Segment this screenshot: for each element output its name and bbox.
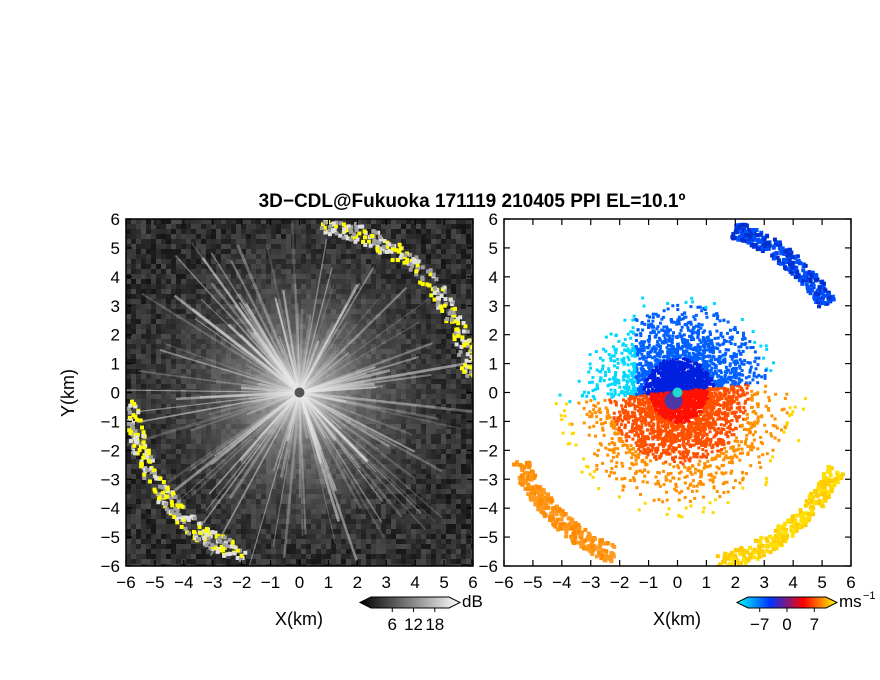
colorbar-unit: ms [839,592,862,611]
x-tick-label: −1 [639,573,658,592]
y-tick-label: −4 [101,499,120,518]
colorbar-ramp [735,596,839,609]
y-tick-label: −4 [479,499,498,518]
reflectivity-field [126,219,473,566]
x-tick-label: −5 [145,573,164,592]
x-tick-label: 2 [353,573,362,592]
x-tick-label: 5 [439,573,448,592]
velocity-colorbar: −7 0 7 ms −1 [735,590,876,634]
colorbar-tick-label: −7 [750,615,769,634]
x-tick-label: 4 [788,573,797,592]
y-tick-label: −3 [101,470,120,489]
y-tick-label: −5 [101,528,120,547]
x-tick-label: 5 [817,573,826,592]
x-tick-label: 1 [702,573,711,592]
y-tick-label: −6 [479,557,498,576]
colorbar-tick-label: 12 [404,615,423,634]
y-tick-label: 4 [489,268,498,287]
y-tick-label: 2 [489,326,498,345]
colorbar-tick-label: 18 [425,615,444,634]
reflectivity-colorbar: 6 12 18 dB [358,592,483,634]
y-tick-label: 0 [489,384,498,403]
y-tick-label: 6 [111,210,120,229]
x-tick-label: 4 [410,573,419,592]
x-tick-label: 3 [382,573,391,592]
y-tick-label: 0 [111,384,120,403]
y-tick-label: −6 [101,557,120,576]
x-axis-label-left: X(km) [275,609,323,629]
x-tick-label: 3 [760,573,769,592]
y-tick-label: −1 [479,412,498,431]
y-tick-label: −1 [101,412,120,431]
x-tick-label: 2 [731,573,740,592]
colorbar-tick-label: 7 [810,615,819,634]
y-tick-label: 6 [489,210,498,229]
x-axis-label-right: X(km) [653,609,701,629]
colorbar-unit: dB [462,592,483,611]
colorbar-tick-label: 0 [782,615,791,634]
colorbar-ramp [358,596,462,609]
y-tick-label: 3 [489,297,498,316]
velocity-field [504,219,851,566]
x-tick-label: −2 [232,573,251,592]
y-tick-label: 5 [111,239,120,258]
y-tick-label: 3 [111,297,120,316]
y-tick-label: −3 [479,470,498,489]
x-tick-label: −4 [174,573,193,592]
x-tick-label: −3 [581,573,600,592]
x-tick-label: −5 [523,573,542,592]
y-tick-label: 1 [489,355,498,374]
figure-title: 3D−CDL@Fukuoka 171119 210405 PPI EL=10.1… [259,191,686,212]
x-tick-label: −6 [116,573,135,592]
x-tick-label: −6 [494,573,513,592]
y-tick-label: 5 [489,239,498,258]
colorbar-unit-exponent: −1 [863,590,876,602]
x-tick-label: 6 [846,573,855,592]
y-tick-label: 1 [111,355,120,374]
x-tick-label: −3 [203,573,222,592]
x-tick-label: 6 [468,573,477,592]
x-tick-label: −2 [610,573,629,592]
x-tick-label: 0 [295,573,304,592]
y-tick-label: −2 [101,441,120,460]
colorbar-tick-label: 6 [388,615,397,634]
y-tick-label: 4 [111,268,120,287]
y-tick-label: 2 [111,326,120,345]
y-tick-label: −5 [479,528,498,547]
x-tick-label: −4 [552,573,571,592]
x-tick-label: −1 [261,573,280,592]
y-tick-label: −2 [479,441,498,460]
x-tick-label: 0 [673,573,682,592]
x-tick-label: 1 [324,573,333,592]
y-axis-label: Y(km) [58,369,78,417]
